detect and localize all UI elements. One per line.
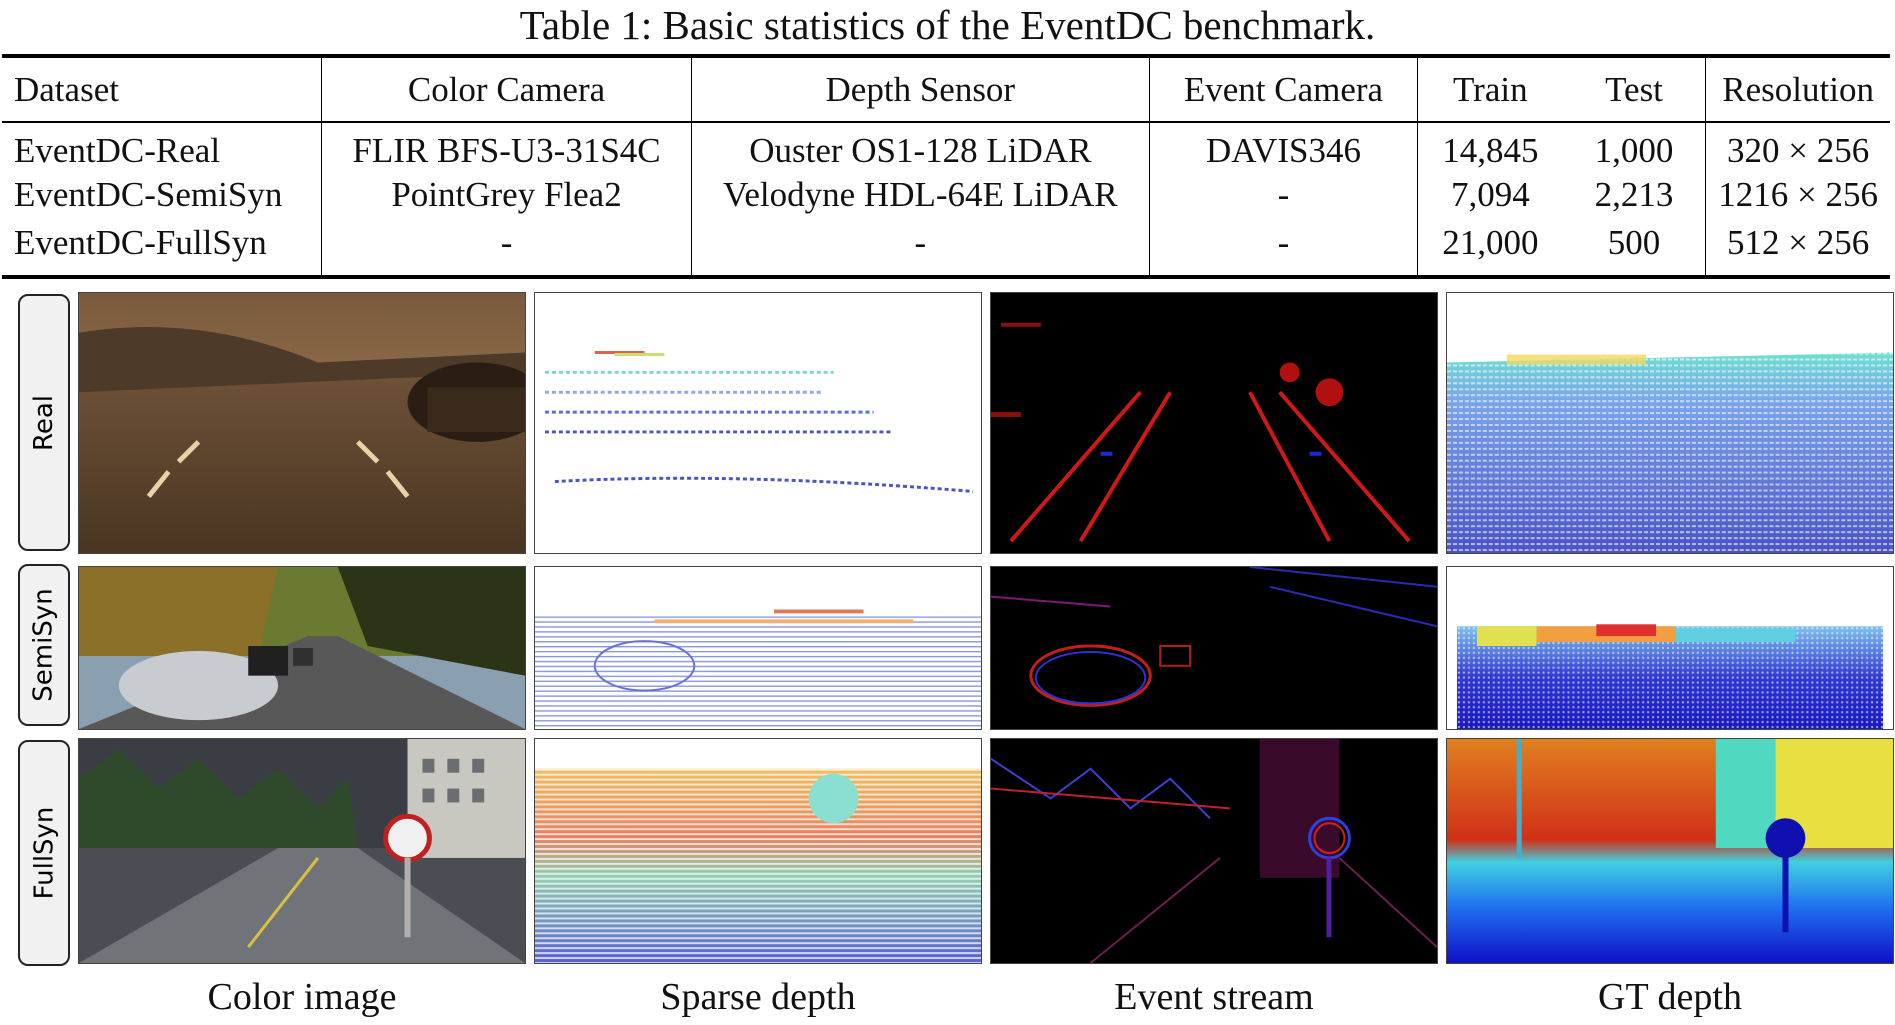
header-resolution: Resolution — [1722, 69, 1874, 109]
cell-depth-sensor: Velodyne HDL-64E LiDAR — [691, 171, 1151, 219]
table-caption: Table 1: Basic statistics of the EventDC… — [519, 2, 1376, 48]
table-row: EventDC-Real FLIR BFS-U3-31S4C Ouster OS… — [2, 122, 1890, 171]
header-train: Train — [1453, 69, 1528, 109]
cell-train: 7,094 — [1450, 175, 1530, 214]
real-gt-depth — [1446, 292, 1894, 554]
cell-test: 2,213 — [1562, 171, 1707, 219]
header-event-camera: Event Camera — [1149, 56, 1418, 122]
semisyn-sparse-depth — [534, 566, 982, 730]
cell-test: 1,000 — [1562, 122, 1707, 171]
statistics-table: Dataset Color Camera Depth Sensor Event … — [2, 54, 1890, 279]
table-header-row: Dataset Color Camera Depth Sensor Event … — [2, 56, 1890, 122]
fullsyn-gt-depth — [1446, 738, 1894, 964]
row-label-text: SemiSyn — [29, 588, 60, 702]
header-dataset: Dataset — [2, 56, 323, 122]
cell-color-camera: FLIR BFS-U3-31S4C — [321, 122, 692, 171]
semisyn-color-image — [78, 566, 526, 730]
cell-depth-sensor: - — [691, 219, 1151, 277]
semisyn-event-stream — [990, 566, 1438, 730]
cell-dataset: EventDC-FullSyn — [2, 219, 323, 277]
cell-event-camera: - — [1149, 219, 1418, 277]
caption-gt-depth: GT depth — [1598, 976, 1742, 1018]
table-row: EventDC-SemiSyn PointGrey Flea2 Velodyne… — [2, 171, 1890, 219]
cell-test: 500 — [1562, 219, 1707, 277]
caption-color-image: Color image — [207, 976, 397, 1018]
cell-event-camera: DAVIS346 — [1149, 122, 1418, 171]
row-label-fullsyn: FullSyn — [18, 740, 70, 966]
real-color-image — [78, 292, 526, 554]
cell-dataset: EventDC-Real — [2, 122, 323, 171]
header-color-camera: Color Camera — [321, 56, 692, 122]
header-test: Test — [1562, 56, 1707, 122]
row-label-real: Real — [18, 294, 70, 551]
header-depth-sensor: Depth Sensor — [691, 56, 1151, 122]
fullsyn-color-image — [78, 738, 526, 964]
row-label-text: FullSyn — [29, 806, 60, 900]
row-label-semisyn: SemiSyn — [18, 564, 70, 726]
cell-event-camera: - — [1149, 171, 1418, 219]
cell-resolution: 1216 × 256 — [1718, 175, 1878, 214]
cell-train: 21,000 — [1442, 223, 1539, 262]
caption-sparse-depth: Sparse depth — [660, 976, 856, 1018]
real-sparse-depth — [534, 292, 982, 554]
caption-event-stream: Event stream — [1114, 976, 1314, 1018]
sample-figure: Real SemiSyn FullSyn — [0, 292, 1895, 1025]
cell-color-camera: - — [321, 219, 692, 277]
cell-color-camera: PointGrey Flea2 — [321, 171, 692, 219]
semisyn-gt-depth — [1446, 566, 1894, 730]
cell-resolution: 512 × 256 — [1727, 223, 1870, 262]
cell-resolution: 320 × 256 — [1727, 131, 1870, 170]
table-row: EventDC-FullSyn - - - 21,000 500 512 × 2… — [2, 219, 1890, 277]
cell-dataset: EventDC-SemiSyn — [2, 171, 323, 219]
cell-train: 14,845 — [1442, 131, 1539, 170]
fullsyn-sparse-depth — [534, 738, 982, 964]
row-label-text: Real — [29, 394, 59, 451]
fullsyn-event-stream — [990, 738, 1438, 964]
real-event-stream — [990, 292, 1438, 554]
cell-depth-sensor: Ouster OS1-128 LiDAR — [691, 122, 1151, 171]
